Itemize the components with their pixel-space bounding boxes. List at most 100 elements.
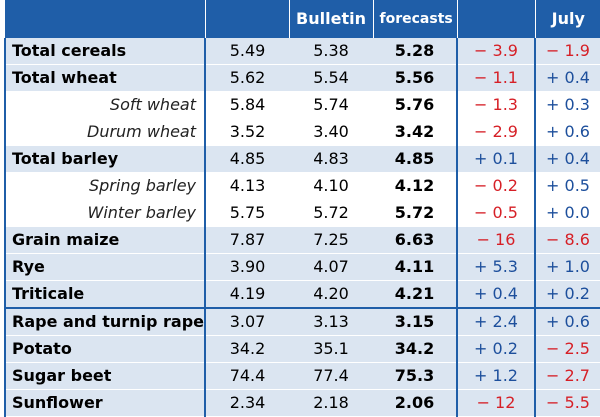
forecast-value: 5.72 bbox=[373, 199, 457, 227]
value-col1: 5.49 bbox=[204, 38, 289, 65]
change-col4: + 1.2 bbox=[456, 362, 535, 390]
header-col5: July bbox=[534, 0, 600, 38]
value-col1: 4.85 bbox=[204, 145, 289, 173]
change-col5: + 0.5 bbox=[534, 172, 600, 200]
crop-name: Soft wheat bbox=[4, 91, 205, 119]
header-col2: Bulletin bbox=[288, 0, 373, 38]
forecast-value: 4.85 bbox=[373, 145, 457, 173]
forecast-value: 5.56 bbox=[373, 64, 457, 92]
change-col5: + 0.0 bbox=[534, 199, 600, 227]
forecast-value: 4.21 bbox=[373, 280, 457, 309]
forecast-value: 2.06 bbox=[373, 389, 457, 417]
crop-name: Triticale bbox=[4, 280, 205, 309]
value-col2: 4.20 bbox=[289, 280, 373, 309]
crop-name: Grain maize bbox=[4, 226, 205, 254]
value-col2: 3.40 bbox=[289, 118, 373, 146]
table-row: Rape and turnip rape 3.07 3.13 3.15 + 2.4 + 0… bbox=[4, 307, 600, 336]
table-row: Total wheat 5.62 5.54 5.56− 1.1 + 0.4 bbox=[4, 64, 600, 92]
change-col5: − 2.5 bbox=[534, 335, 600, 363]
yield-table-panel: Bulletin forecasts July Total cereals 5.4… bbox=[4, 0, 600, 417]
crop-name: Total barley bbox=[4, 145, 205, 173]
change-col4: − 12 bbox=[456, 389, 535, 417]
table-row: Total cereals 5.49 5.38 5.28− 3.9− 1.9 bbox=[4, 38, 600, 65]
change-col5: + 0.6 bbox=[534, 118, 600, 146]
forecast-value: 3.42 bbox=[373, 118, 457, 146]
value-col2: 2.18 bbox=[289, 389, 373, 417]
value-col1: 5.84 bbox=[204, 91, 289, 119]
forecast-value: 5.28 bbox=[373, 38, 457, 65]
value-col1: 3.52 bbox=[204, 118, 289, 146]
forecast-value: 75.3 bbox=[373, 362, 457, 390]
value-col2: 5.72 bbox=[289, 199, 373, 227]
change-col4: − 0.5 bbox=[456, 199, 535, 227]
table-row: Sugar beet 74.4 77.4 75.3 + 1.2− 2.7 bbox=[4, 362, 600, 390]
change-col5: + 0.6 bbox=[534, 307, 600, 336]
value-col1: 3.07 bbox=[204, 307, 289, 336]
value-col2: 3.13 bbox=[289, 307, 373, 336]
crop-name: Rape and turnip rape bbox=[4, 307, 205, 336]
value-col1: 3.90 bbox=[204, 253, 289, 281]
table-row: Potato 34.2 35.1 34.2 + 0.2− 2.5 bbox=[4, 335, 600, 363]
header-col4 bbox=[456, 0, 535, 38]
table-row: Soft wheat 5.84 5.74 5.76− 1.3 + 0.3 bbox=[4, 91, 600, 119]
change-col4: − 1.1 bbox=[456, 64, 535, 92]
header-col1 bbox=[204, 0, 289, 38]
yield-forecast-table: Bulletin forecasts July Total cereals 5.4… bbox=[4, 0, 600, 417]
crop-name: Rye bbox=[4, 253, 205, 281]
table-row: Winter barley 5.75 5.72 5.72− 0.5 + 0.0 bbox=[4, 199, 600, 227]
change-col4: + 0.1 bbox=[456, 145, 535, 173]
value-col2: 77.4 bbox=[289, 362, 373, 390]
change-col5: − 2.7 bbox=[534, 362, 600, 390]
forecast-value: 4.11 bbox=[373, 253, 457, 281]
value-col2: 5.38 bbox=[289, 38, 373, 65]
value-col2: 7.25 bbox=[289, 226, 373, 254]
value-col1: 4.13 bbox=[204, 172, 289, 200]
value-col1: 5.62 bbox=[204, 64, 289, 92]
value-col1: 74.4 bbox=[204, 362, 289, 390]
value-col1: 4.19 bbox=[204, 280, 289, 309]
change-col5: + 0.2 bbox=[534, 280, 600, 309]
header-col3: forecasts bbox=[372, 0, 457, 38]
value-col2: 4.83 bbox=[289, 145, 373, 173]
change-col4: − 1.3 bbox=[456, 91, 535, 119]
change-col5: + 1.0 bbox=[534, 253, 600, 281]
change-col4: + 2.4 bbox=[456, 307, 535, 336]
value-col1: 2.34 bbox=[204, 389, 289, 417]
change-col4: + 5.3 bbox=[456, 253, 535, 281]
value-col2: 5.74 bbox=[289, 91, 373, 119]
table-row: Total barley 4.85 4.83 4.85 + 0.1 + 0.4 bbox=[4, 145, 600, 173]
change-col4: + 0.4 bbox=[456, 280, 535, 309]
value-col2: 35.1 bbox=[289, 335, 373, 363]
change-col5: + 0.3 bbox=[534, 91, 600, 119]
crop-name: Potato bbox=[4, 335, 205, 363]
change-col4: − 2.9 bbox=[456, 118, 535, 146]
crop-name: Winter barley bbox=[4, 199, 205, 227]
value-col2: 5.54 bbox=[289, 64, 373, 92]
forecast-value: 3.15 bbox=[373, 307, 457, 336]
crop-name: Total wheat bbox=[4, 64, 205, 92]
value-col1: 5.75 bbox=[204, 199, 289, 227]
change-col5: − 1.9 bbox=[534, 38, 600, 65]
crop-name: Sugar beet bbox=[4, 362, 205, 390]
table-row: Grain maize 7.87 7.25 6.63− 16− 8.6 bbox=[4, 226, 600, 254]
forecast-value: 5.76 bbox=[373, 91, 457, 119]
change-col5: − 8.6 bbox=[534, 226, 600, 254]
change-col4: − 3.9 bbox=[456, 38, 535, 65]
forecast-value: 6.63 bbox=[373, 226, 457, 254]
table-row: Triticale 4.19 4.20 4.21 + 0.4 + 0.2 bbox=[4, 280, 600, 309]
crop-name: Durum wheat bbox=[4, 118, 205, 146]
change-col5: − 5.5 bbox=[534, 389, 600, 417]
table-row: Durum wheat 3.52 3.40 3.42− 2.9 + 0.6 bbox=[4, 118, 600, 146]
table-row: Rye 3.90 4.07 4.11 + 5.3 + 1.0 bbox=[4, 253, 600, 281]
table-row: Sunflower 2.34 2.18 2.06− 12− 5.5 bbox=[4, 389, 600, 417]
table-row: Spring barley 4.13 4.10 4.12− 0.2 + 0.5 bbox=[4, 172, 600, 200]
value-col1: 7.87 bbox=[204, 226, 289, 254]
change-col4: + 0.2 bbox=[456, 335, 535, 363]
value-col1: 34.2 bbox=[204, 335, 289, 363]
crop-name: Sunflower bbox=[4, 389, 205, 417]
forecast-value: 34.2 bbox=[373, 335, 457, 363]
value-col2: 4.07 bbox=[289, 253, 373, 281]
table-header-row: Bulletin forecasts July bbox=[5, 0, 600, 38]
crop-name: Spring barley bbox=[4, 172, 205, 200]
forecast-value: 4.12 bbox=[373, 172, 457, 200]
